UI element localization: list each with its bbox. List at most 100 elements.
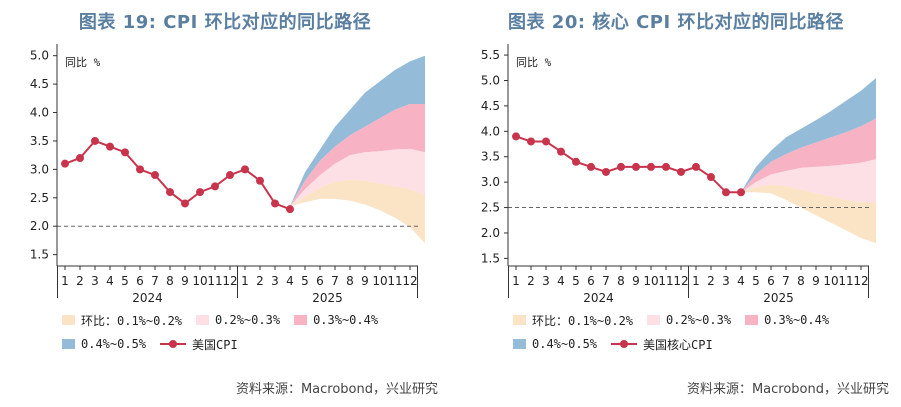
year-label: 2025 bbox=[312, 291, 343, 305]
x-tick-label: 4 bbox=[557, 274, 565, 288]
data-point bbox=[166, 188, 174, 197]
chart-plot-cpi: 1.52.02.53.03.54.04.55.0 同比 %1 2 3 4 5 6 7 8 9 10 1… bbox=[30, 44, 425, 305]
data-point bbox=[662, 162, 670, 171]
x-tick-label: 8 bbox=[617, 274, 625, 288]
x-tick-label: 12 bbox=[222, 274, 237, 288]
legend-label: 环比：0.1%~0.2% bbox=[81, 313, 183, 328]
band-area-4 bbox=[741, 78, 876, 193]
y-tick-label: 3.0 bbox=[481, 175, 500, 189]
data-point bbox=[91, 136, 99, 145]
band-area-3 bbox=[741, 118, 876, 193]
y-tick-label: 1.5 bbox=[481, 251, 500, 265]
data-point bbox=[211, 182, 219, 191]
chart-legend: 环比：0.1%~0.2% 0.2%~0.3% 0.3%~0.4% 0.4%~0.… bbox=[62, 308, 432, 356]
x-tick-label: 2 bbox=[707, 274, 715, 288]
band-area-2 bbox=[741, 159, 876, 203]
x-tick-label: 1 bbox=[241, 274, 249, 288]
y-tick-label: 3.5 bbox=[481, 150, 500, 164]
source-note: 资料来源：Macrobond，兴业研究 bbox=[235, 382, 438, 397]
data-point bbox=[61, 159, 69, 168]
x-tick-label: 2 bbox=[527, 274, 535, 288]
legend-line-marker-icon bbox=[611, 339, 638, 349]
legend-item-band4: 0.4%~0.5% bbox=[62, 337, 146, 351]
chart-panel-core-cpi: 图表 20: 核心 CPI 环比对应的同比路径 1.5 2.0 2.5 3.0 3.5 4… bbox=[451, 0, 901, 407]
x-tick-label: 6 bbox=[316, 274, 324, 288]
data-point bbox=[106, 142, 114, 151]
x-tick-label: 9 bbox=[812, 274, 820, 288]
legend-label: 美国核心CPI bbox=[643, 337, 713, 352]
data-point bbox=[256, 176, 264, 185]
x-tick-label: 11 bbox=[838, 274, 853, 288]
year-label: 2024 bbox=[583, 291, 614, 305]
series-line-actual bbox=[515, 135, 741, 194]
y-tick-label: 4.0 bbox=[30, 106, 49, 120]
y-tick-label: 1.5 bbox=[30, 248, 49, 262]
x-tick-label: 4 bbox=[737, 274, 745, 288]
legend-item-band1: 环比：0.1%~0.2% bbox=[62, 312, 182, 329]
x-tick-label: 1 bbox=[512, 274, 520, 288]
data-point bbox=[512, 132, 520, 141]
data-point bbox=[136, 165, 144, 174]
y-tick-label: 2.0 bbox=[481, 226, 500, 240]
x-tick-label: 11 bbox=[658, 274, 673, 288]
x-tick-label: 1 bbox=[61, 274, 69, 288]
chart-title: 图表 20: 核心 CPI 环比对应的同比路径 bbox=[508, 12, 844, 33]
data-point bbox=[181, 199, 189, 208]
x-tick-label: 2 bbox=[256, 274, 264, 288]
x-tick-label: 6 bbox=[587, 274, 595, 288]
x-tick-label: 9 bbox=[632, 274, 640, 288]
x-tick-label: 10 bbox=[643, 274, 658, 288]
x-tick-label: 3 bbox=[271, 274, 279, 288]
legend-label: 0.2%~0.3% bbox=[666, 313, 732, 327]
chart-plot-core-cpi: 1.52.02.53.03.54.04.55.05.5同比 %1 2 3 4 5 6 7 8 9… bbox=[481, 44, 876, 305]
data-point bbox=[587, 162, 595, 171]
x-tick-label: 12 bbox=[853, 274, 868, 288]
legend-swatch-band1 bbox=[513, 315, 526, 325]
x-tick-label: 12 bbox=[673, 274, 688, 288]
x-tick-label: 11 bbox=[387, 274, 402, 288]
data-point bbox=[722, 188, 730, 197]
y-tick-label: 5.0 bbox=[30, 49, 49, 63]
legend-item-line: 美国核心CPI bbox=[611, 336, 713, 353]
chart-panel-cpi: 图表 19: CPI 环比对应的同比路径 1.5 2.0 2.5 3.0 3.5 4.0 4… bbox=[0, 0, 450, 407]
legend-item-band1: 环比：0.1%~0.2% bbox=[513, 312, 633, 329]
legend-label: 0.4%~0.5% bbox=[81, 337, 147, 351]
data-point bbox=[737, 188, 745, 197]
legend-label: 0.2%~0.3% bbox=[215, 313, 281, 327]
x-tick-label: 5 bbox=[301, 274, 309, 288]
x-tick-label: 10 bbox=[823, 274, 838, 288]
legend-item-band3: 0.3%~0.4% bbox=[745, 313, 829, 327]
x-tick-label: 3 bbox=[542, 274, 550, 288]
x-tick-label: 9 bbox=[181, 274, 189, 288]
legend-item-band3: 0.3%~0.4% bbox=[294, 313, 378, 327]
data-point bbox=[647, 162, 655, 171]
y-axis-label: 同比 % bbox=[65, 56, 101, 69]
data-point bbox=[572, 157, 580, 166]
year-label: 2024 bbox=[132, 291, 163, 305]
band-area-1 bbox=[741, 184, 876, 244]
data-point bbox=[241, 165, 249, 174]
y-tick-label: 2.0 bbox=[30, 219, 49, 233]
legend-label: 0.3%~0.4% bbox=[313, 313, 379, 327]
data-point bbox=[286, 205, 294, 214]
legend-item-band4: 0.4%~0.5% bbox=[513, 337, 597, 351]
data-point bbox=[632, 162, 640, 171]
band-area-3 bbox=[290, 104, 425, 207]
x-tick-label: 3 bbox=[91, 274, 99, 288]
data-point bbox=[226, 171, 234, 180]
x-tick-label: 6 bbox=[136, 274, 144, 288]
x-tick-label: 7 bbox=[151, 274, 159, 288]
data-point bbox=[121, 148, 129, 157]
data-point bbox=[617, 162, 625, 171]
legend-swatch-band1 bbox=[62, 315, 75, 325]
x-tick-label: 8 bbox=[797, 274, 805, 288]
data-point bbox=[557, 147, 565, 156]
legend-label: 环比：0.1%~0.2% bbox=[532, 313, 634, 328]
x-tick-label: 9 bbox=[361, 274, 369, 288]
x-tick-label: 11 bbox=[207, 274, 222, 288]
legend-swatch-band2 bbox=[196, 315, 210, 325]
series-line-actual bbox=[64, 139, 291, 211]
x-tick-label: 6 bbox=[767, 274, 775, 288]
legend-swatch-band4 bbox=[513, 339, 526, 349]
y-tick-label: 3.5 bbox=[30, 134, 49, 148]
